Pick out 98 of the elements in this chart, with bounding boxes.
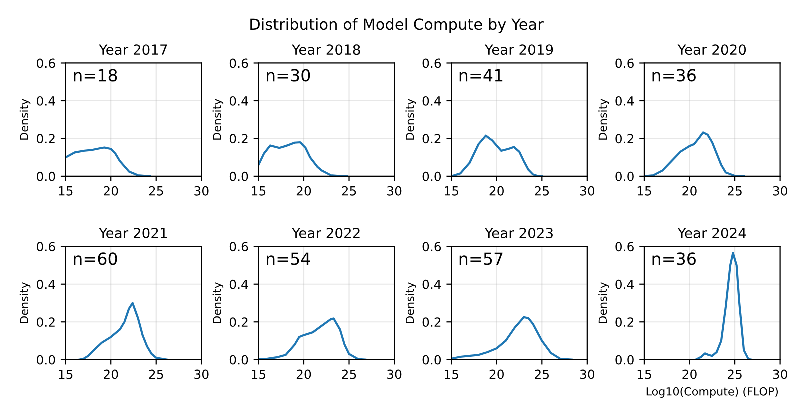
y-tick-label: 0.2 <box>422 134 441 144</box>
x-tick-label: 20 <box>682 186 697 196</box>
y-axis-title: Density <box>212 282 224 324</box>
chart-title: Year 2024 <box>678 228 746 239</box>
x-tick-label: 15 <box>252 186 266 196</box>
y-tick-label: 0.4 <box>230 96 248 106</box>
x-tick-label: 20 <box>104 370 118 380</box>
y-tick-label: 0.6 <box>616 58 634 68</box>
y-axis-title: Density <box>598 282 610 324</box>
y-tick-label: 0.4 <box>37 280 56 290</box>
annotation: n=41 <box>460 69 503 82</box>
line-series <box>695 252 752 360</box>
line-series <box>452 316 574 360</box>
x-tick-label: 25 <box>728 186 742 196</box>
x-axis-title: Log10(Compute) (FLOP) <box>646 387 778 398</box>
chart-title: Year 2020 <box>678 44 746 56</box>
y-tick-label: 0.0 <box>616 172 634 182</box>
y-tick-label: 0.0 <box>230 355 248 365</box>
chart-title: Year 2023 <box>484 228 553 239</box>
x-tick-label: 25 <box>149 370 164 380</box>
y-axis-title: Density <box>598 99 610 140</box>
x-tick-label: 30 <box>773 370 788 380</box>
x-tick-label: 30 <box>388 370 402 380</box>
x-tick-label: 15 <box>445 186 458 196</box>
chart-title: Year 2019 <box>484 44 554 56</box>
x-tick-label: 20 <box>490 186 504 196</box>
y-tick-label: 0.2 <box>37 318 55 328</box>
chart-title: Year 2022 <box>292 228 360 239</box>
x-tick-label: 15 <box>445 370 458 380</box>
x-tick-label: 15 <box>638 186 652 196</box>
y-tick-label: 0.0 <box>616 355 634 365</box>
annotation: n=57 <box>460 252 503 266</box>
y-axis-title: Density <box>20 99 31 140</box>
y-tick-label: 0.6 <box>230 58 248 68</box>
line-series <box>78 302 168 360</box>
x-tick-label: 15 <box>638 370 652 380</box>
y-tick-label: 0.2 <box>422 318 441 328</box>
y-tick-label: 0.6 <box>616 242 634 252</box>
y-tick-label: 0.0 <box>37 355 56 365</box>
y-tick-label: 0.2 <box>230 134 248 144</box>
y-axis-title: Density <box>406 99 416 140</box>
annotation: n=54 <box>267 252 310 266</box>
x-tick-label: 25 <box>728 370 742 380</box>
x-tick-label: 20 <box>682 370 697 380</box>
y-tick-label: 0.6 <box>37 58 56 68</box>
x-tick-label: 25 <box>535 186 550 196</box>
y-tick-label: 0.0 <box>422 172 442 182</box>
x-tick-label: 25 <box>149 186 164 196</box>
x-tick-label: 30 <box>580 370 595 380</box>
chart-title: Year 2021 <box>99 228 168 239</box>
y-tick-label: 0.2 <box>616 318 634 328</box>
line-series <box>258 141 348 176</box>
x-tick-label: 25 <box>342 186 356 196</box>
annotation: n=36 <box>652 69 696 82</box>
x-tick-label: 30 <box>194 370 209 380</box>
annotation: n=18 <box>74 69 118 82</box>
y-tick-label: 0.2 <box>37 134 55 144</box>
x-tick-label: 30 <box>388 186 402 196</box>
y-tick-label: 0.6 <box>422 242 442 252</box>
line-series <box>452 134 544 176</box>
y-axis-title: Density <box>212 99 224 140</box>
y-tick-label: 0.0 <box>37 172 56 182</box>
text: Distribution of Model Compute by Year <box>250 18 544 34</box>
y-axis-title: Density <box>20 282 31 324</box>
annotation: n=60 <box>74 252 118 266</box>
y-tick-label: 0.4 <box>422 96 442 106</box>
annotation: n=30 <box>267 69 310 82</box>
y-tick-label: 0.0 <box>422 355 442 365</box>
y-tick-label: 0.4 <box>230 280 248 290</box>
x-tick-label: 15 <box>252 370 266 380</box>
x-tick-label: 30 <box>194 186 209 196</box>
annotation: n=36 <box>652 252 696 266</box>
y-tick-label: 0.4 <box>422 280 442 290</box>
line-series <box>66 146 152 176</box>
y-tick-label: 0.6 <box>422 58 442 68</box>
x-tick-label: 20 <box>296 186 312 196</box>
y-axis-title: Density <box>406 282 416 324</box>
y-tick-label: 0.4 <box>616 280 634 290</box>
y-tick-label: 0.4 <box>37 96 56 106</box>
y-tick-label: 0.4 <box>616 96 634 106</box>
y-tick-label: 0.6 <box>230 242 248 252</box>
y-tick-label: 0.2 <box>230 318 248 328</box>
x-tick-label: 15 <box>59 370 73 380</box>
y-tick-label: 0.0 <box>230 172 248 182</box>
x-tick-label: 25 <box>535 370 550 380</box>
chart-title: Year 2017 <box>99 44 168 56</box>
y-tick-label: 0.6 <box>37 242 56 252</box>
x-tick-label: 30 <box>580 186 595 196</box>
x-tick-label: 25 <box>342 370 356 380</box>
chart-title: Year 2018 <box>292 44 360 56</box>
x-tick-label: 20 <box>490 370 504 380</box>
x-tick-label: 20 <box>104 186 118 196</box>
x-tick-label: 20 <box>296 370 312 380</box>
x-tick-label: 15 <box>59 186 73 196</box>
line-series <box>258 318 367 360</box>
y-tick-label: 0.2 <box>616 134 634 144</box>
line-series <box>644 132 746 176</box>
x-tick-label: 30 <box>773 186 788 196</box>
